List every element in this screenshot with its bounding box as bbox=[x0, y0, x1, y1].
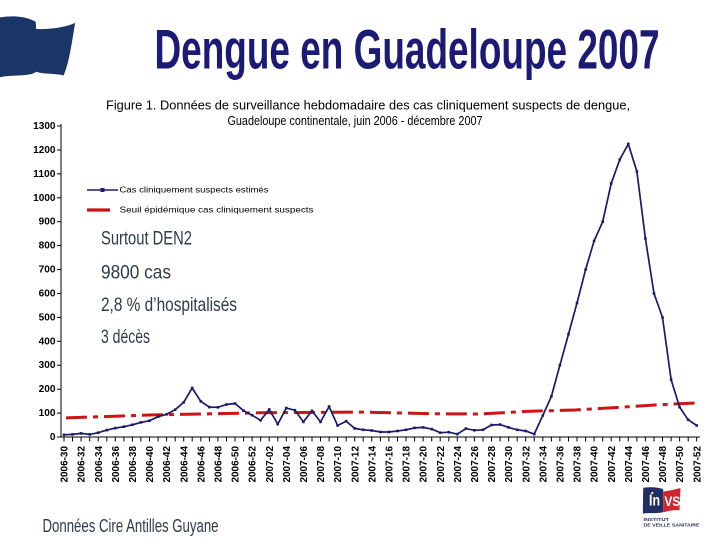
svg-text:2006-48: 2006-48 bbox=[214, 446, 225, 483]
svg-text:2006-42: 2006-42 bbox=[162, 446, 173, 483]
svg-text:0: 0 bbox=[50, 432, 56, 443]
svg-text:2007-48: 2007-48 bbox=[658, 446, 669, 483]
svg-text:400: 400 bbox=[39, 336, 56, 347]
svg-text:2007-12: 2007-12 bbox=[350, 446, 361, 483]
svg-text:1300: 1300 bbox=[33, 121, 56, 132]
svg-text:800: 800 bbox=[39, 241, 56, 252]
svg-text:Guadeloupe continentale, juin: Guadeloupe continentale, juin 2006 - déc… bbox=[228, 114, 483, 128]
svg-text:2007-26: 2007-26 bbox=[470, 446, 481, 483]
svg-text:2007-24: 2007-24 bbox=[453, 446, 464, 483]
svg-text:2007-18: 2007-18 bbox=[402, 446, 413, 483]
svg-text:2007-40: 2007-40 bbox=[590, 446, 601, 483]
svg-text:500: 500 bbox=[39, 312, 56, 323]
svg-text:2,8 % d’hospitalisés: 2,8 % d’hospitalisés bbox=[101, 294, 237, 316]
svg-text:2006-44: 2006-44 bbox=[179, 446, 190, 483]
svg-text:2006-50: 2006-50 bbox=[231, 446, 242, 483]
svg-text:VS: VS bbox=[664, 493, 680, 509]
svg-text:2006-52: 2006-52 bbox=[248, 446, 259, 483]
svg-text:Seuil épidémique cas cliniquem: Seuil épidémique cas cliniquement suspec… bbox=[120, 206, 314, 215]
svg-text:600: 600 bbox=[39, 289, 56, 300]
svg-text:INSTITUT: INSTITUT bbox=[644, 517, 670, 522]
svg-text:200: 200 bbox=[39, 384, 56, 395]
svg-text:2007-44: 2007-44 bbox=[624, 446, 635, 483]
svg-text:Données Cire Antilles Guyane: Données Cire Antilles Guyane bbox=[43, 516, 219, 536]
svg-text:2007-36: 2007-36 bbox=[556, 446, 567, 483]
svg-text:2006-34: 2006-34 bbox=[94, 446, 105, 483]
svg-text:2007-10: 2007-10 bbox=[333, 446, 344, 483]
svg-text:2007-46: 2007-46 bbox=[641, 446, 652, 483]
svg-text:2007-50: 2007-50 bbox=[675, 446, 686, 483]
svg-text:2007-32: 2007-32 bbox=[521, 446, 532, 483]
svg-text:2007-02: 2007-02 bbox=[265, 446, 276, 483]
svg-text:2007-52: 2007-52 bbox=[692, 446, 703, 483]
svg-text:2006-32: 2006-32 bbox=[77, 446, 88, 483]
svg-text:1000: 1000 bbox=[33, 193, 56, 204]
svg-text:2006-30: 2006-30 bbox=[60, 446, 71, 483]
svg-text:DE VEILLE SANITAIRE: DE VEILLE SANITAIRE bbox=[644, 523, 700, 528]
svg-text:3 décès: 3 décès bbox=[101, 326, 150, 348]
svg-text:2007-42: 2007-42 bbox=[607, 446, 618, 483]
svg-text:2007-22: 2007-22 bbox=[436, 446, 447, 483]
svg-text:2007-04: 2007-04 bbox=[282, 446, 293, 483]
svg-text:700: 700 bbox=[39, 265, 56, 276]
svg-text:100: 100 bbox=[39, 408, 56, 419]
svg-text:2007-06: 2007-06 bbox=[299, 446, 310, 483]
svg-text:Cas cliniquement suspects esti: Cas cliniquement suspects estimés bbox=[120, 186, 269, 195]
svg-text:2006-40: 2006-40 bbox=[145, 446, 156, 483]
svg-text:9800 cas: 9800 cas bbox=[101, 262, 171, 284]
svg-text:In: In bbox=[649, 493, 660, 510]
svg-text:Dengue en Guadeloupe 2007: Dengue en Guadeloupe 2007 bbox=[155, 18, 660, 81]
svg-text:2007-34: 2007-34 bbox=[538, 446, 549, 483]
svg-text:1100: 1100 bbox=[33, 169, 56, 180]
svg-text:Figure 1. Données de surveilla: Figure 1. Données de surveillance hebdom… bbox=[106, 99, 630, 113]
svg-text:2007-16: 2007-16 bbox=[385, 446, 396, 483]
svg-text:1200: 1200 bbox=[33, 145, 56, 156]
svg-text:2007-08: 2007-08 bbox=[316, 446, 327, 483]
svg-text:2007-14: 2007-14 bbox=[367, 446, 378, 483]
svg-text:2007-30: 2007-30 bbox=[504, 446, 515, 483]
svg-text:2007-38: 2007-38 bbox=[573, 446, 584, 483]
svg-text:2007-28: 2007-28 bbox=[487, 446, 498, 483]
svg-text:2006-38: 2006-38 bbox=[128, 446, 139, 483]
svg-text:2007-20: 2007-20 bbox=[419, 446, 430, 483]
svg-text:900: 900 bbox=[39, 217, 56, 228]
svg-text:2006-36: 2006-36 bbox=[111, 446, 122, 483]
svg-text:2006-46: 2006-46 bbox=[196, 446, 207, 483]
svg-text:Surtout DEN2: Surtout DEN2 bbox=[101, 228, 192, 250]
svg-text:300: 300 bbox=[39, 360, 56, 371]
